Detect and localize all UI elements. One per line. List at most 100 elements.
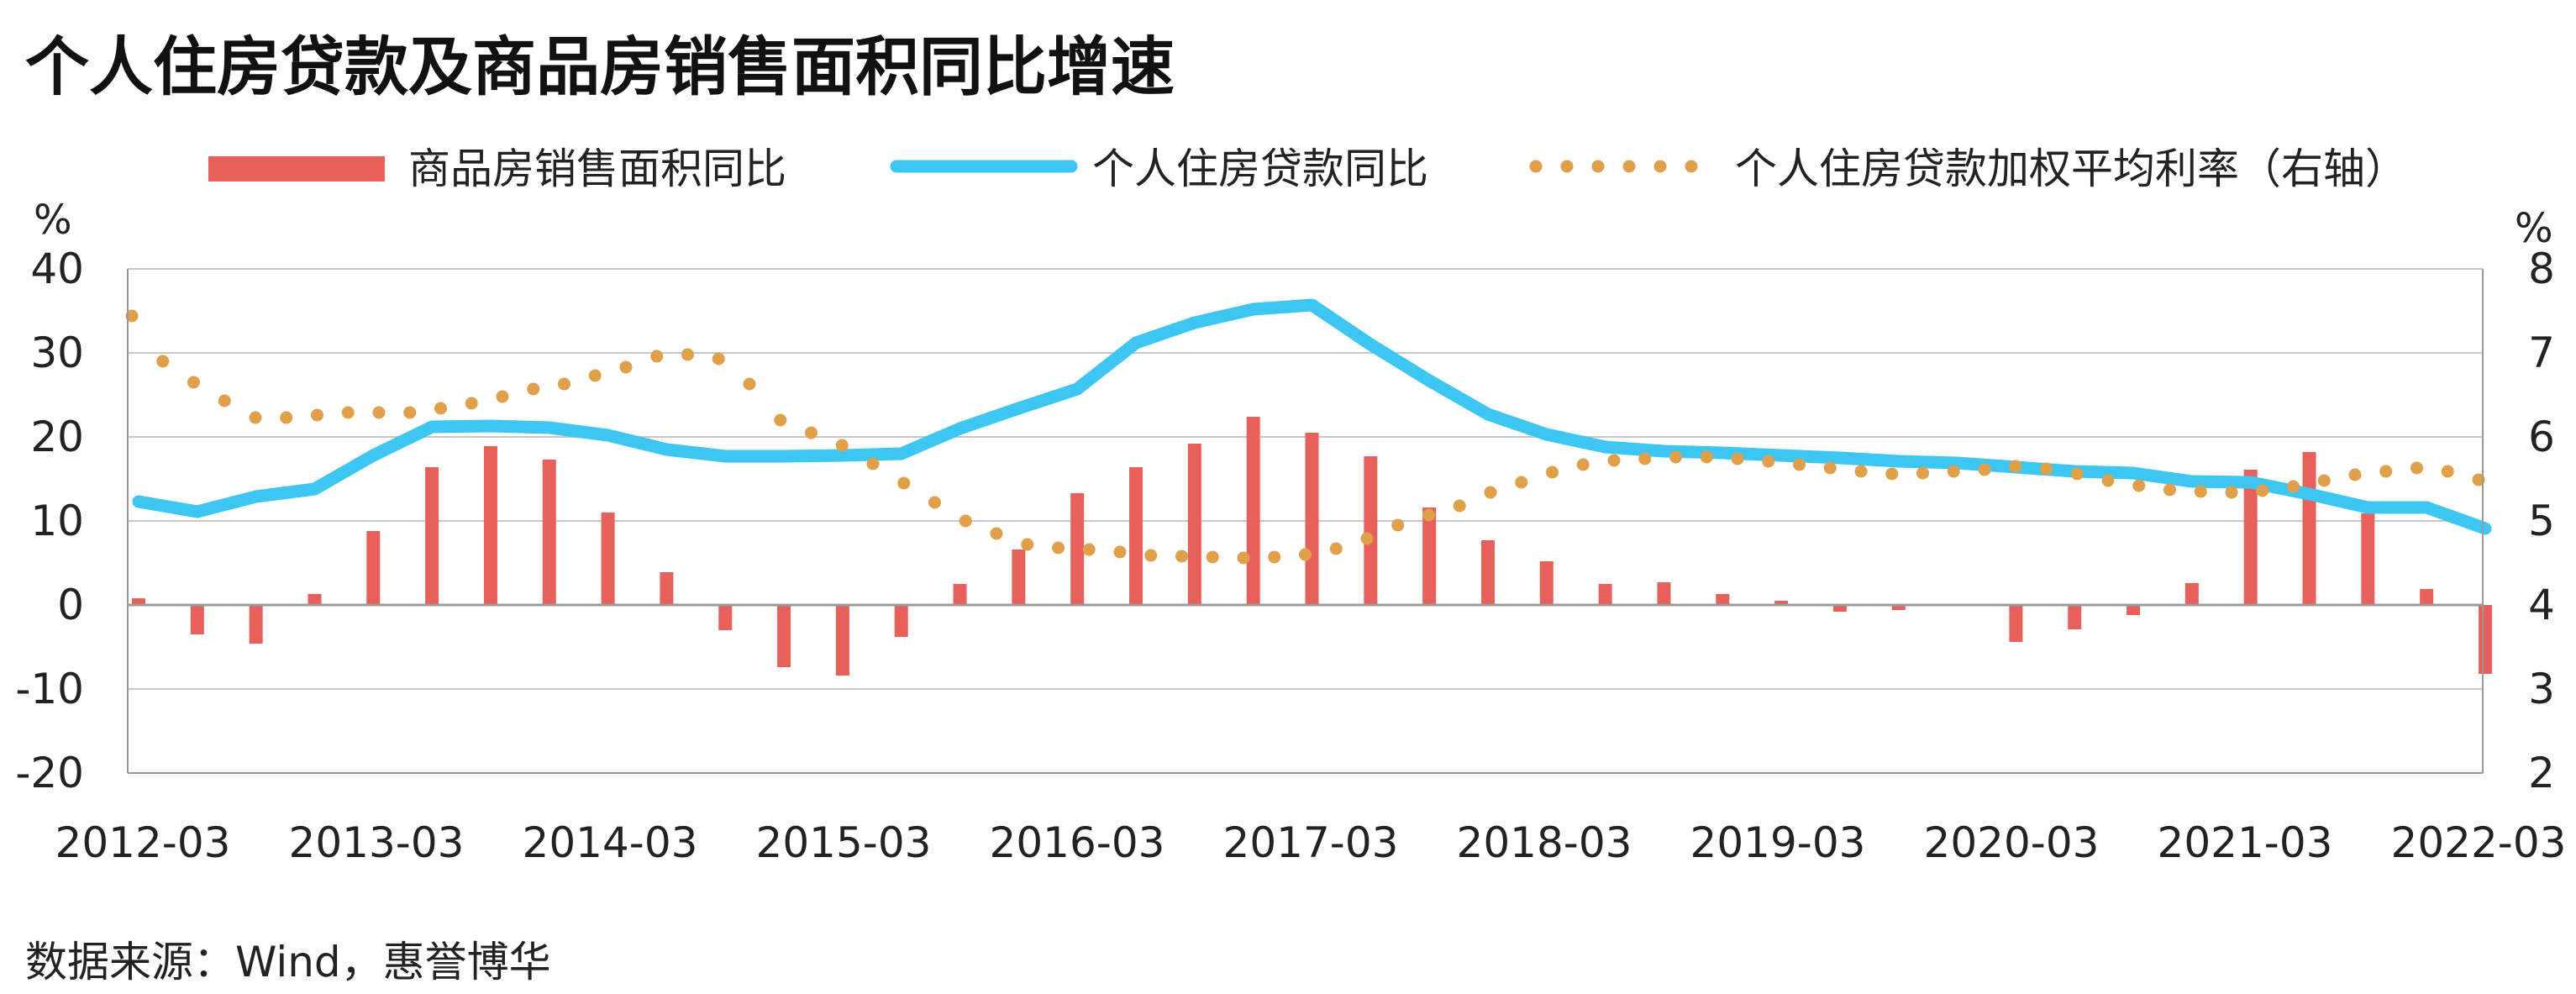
rate-dot xyxy=(1238,552,1250,565)
left-tick-label: 10 xyxy=(30,497,84,545)
rate-dot xyxy=(959,515,972,528)
bar xyxy=(1070,493,1084,605)
x-tick-label: 2017-03 xyxy=(1223,818,1399,867)
bar xyxy=(2361,513,2374,605)
rate-dot xyxy=(280,412,292,424)
rate-dot xyxy=(2132,480,2145,492)
rate-dot xyxy=(558,378,570,391)
rate-dot xyxy=(867,458,880,471)
rate-dot xyxy=(712,353,725,366)
bar xyxy=(895,605,908,637)
bar xyxy=(250,605,263,644)
x-tick-label: 2018-03 xyxy=(1457,818,1632,867)
x-tick-label: 2016-03 xyxy=(990,818,1165,867)
rate-dot xyxy=(373,407,386,419)
bar xyxy=(1540,561,1553,605)
rate-dot xyxy=(2349,469,2362,481)
rate-dot xyxy=(2040,463,2053,476)
bar xyxy=(1129,467,1143,605)
left-axis-unit: % xyxy=(34,197,72,244)
rate-dot xyxy=(1701,451,1713,464)
rate-dot xyxy=(928,497,941,509)
rate-dot xyxy=(1391,519,1404,532)
rate-dot xyxy=(744,378,756,391)
rate-dot xyxy=(1638,453,1651,465)
rate-dot xyxy=(1144,550,1157,562)
x-tick-label: 2014-03 xyxy=(523,818,698,867)
rate-dot xyxy=(1361,533,1374,545)
legend: 商品房销售面积同比 个人住房贷款同比 个人住房贷款加权平均利率（右轴） xyxy=(208,145,2407,193)
rate-dot xyxy=(1855,465,1868,478)
rate-dot xyxy=(342,407,355,419)
rate-dot xyxy=(681,349,694,361)
bar xyxy=(1599,584,1612,605)
bar xyxy=(2479,605,2492,674)
bar xyxy=(2244,470,2258,605)
left-tick-label: 0 xyxy=(57,581,84,629)
bar xyxy=(1188,444,1201,605)
rate-dot xyxy=(497,391,509,403)
legend-bar-swatch xyxy=(208,156,385,181)
rate-dot xyxy=(1608,455,1621,467)
x-axis-ticks: 2012-03 2013-03 2014-03 2015-03 2016-03 2017-… xyxy=(55,818,2567,867)
rate-dot xyxy=(1669,451,1682,464)
rate-dot xyxy=(187,376,200,389)
rate-dot xyxy=(1577,459,1590,471)
legend-label-line: 个人住房贷款同比 xyxy=(1092,145,1428,193)
legend-label-dots: 个人住房贷款加权平均利率（右轴） xyxy=(1735,145,2407,193)
legend-dot xyxy=(1592,160,1605,173)
rate-dot xyxy=(897,477,910,490)
left-tick-label: -10 xyxy=(15,665,84,713)
right-tick-label: 4 xyxy=(2528,581,2555,629)
bar xyxy=(660,572,673,605)
rate-dot xyxy=(465,397,478,410)
legend-label-bars: 商品房销售面积同比 xyxy=(408,145,786,193)
bar xyxy=(484,446,497,605)
rate-dot xyxy=(1948,465,1960,478)
bar xyxy=(2068,605,2081,629)
rate-dot xyxy=(1422,509,1435,522)
rate-dot xyxy=(1885,468,1898,481)
bar xyxy=(1657,582,1670,605)
bar xyxy=(1247,417,1260,605)
legend-dot xyxy=(1561,160,1574,173)
x-tick-label: 2015-03 xyxy=(756,818,932,867)
bar xyxy=(1364,456,1377,605)
rate-dot xyxy=(403,407,416,419)
rate-dot xyxy=(1515,476,1527,489)
rate-dot xyxy=(1021,539,1033,551)
rate-dot xyxy=(589,370,602,382)
rate-dot xyxy=(774,414,786,427)
bar xyxy=(1306,433,1319,605)
rate-dot xyxy=(218,395,231,408)
right-axis-ticks: 8765432 xyxy=(2528,245,2555,797)
x-tick-label: 2012-03 xyxy=(55,818,231,867)
rate-dot xyxy=(2287,481,2300,493)
left-axis-ticks: 403020100-10-20 xyxy=(15,245,84,797)
bar xyxy=(2420,589,2433,605)
rate-dot xyxy=(1546,466,1559,479)
bar xyxy=(836,605,849,676)
legend-dots-swatch xyxy=(1530,160,1698,173)
right-tick-label: 7 xyxy=(2528,329,2555,377)
bar xyxy=(366,531,380,605)
rate-dot xyxy=(1052,542,1065,555)
rate-dot xyxy=(1268,551,1280,564)
rate-dot xyxy=(1175,550,1188,563)
bar xyxy=(425,467,439,605)
rate-dot xyxy=(434,402,447,415)
bar xyxy=(308,594,321,605)
rate-dot xyxy=(1299,549,1312,561)
rate-dot xyxy=(2256,485,2268,497)
rate-dot xyxy=(650,350,663,363)
rate-dot xyxy=(311,409,323,422)
rate-dot xyxy=(1732,453,1744,465)
bar xyxy=(191,605,204,634)
bar-series xyxy=(132,417,2492,676)
rate-dot xyxy=(2442,465,2454,478)
rate-dot xyxy=(1979,464,1991,476)
rate-dot xyxy=(527,383,539,396)
right-tick-label: 5 xyxy=(2528,497,2555,545)
rate-dot xyxy=(250,412,262,424)
x-tick-label: 2022-03 xyxy=(2391,818,2567,867)
